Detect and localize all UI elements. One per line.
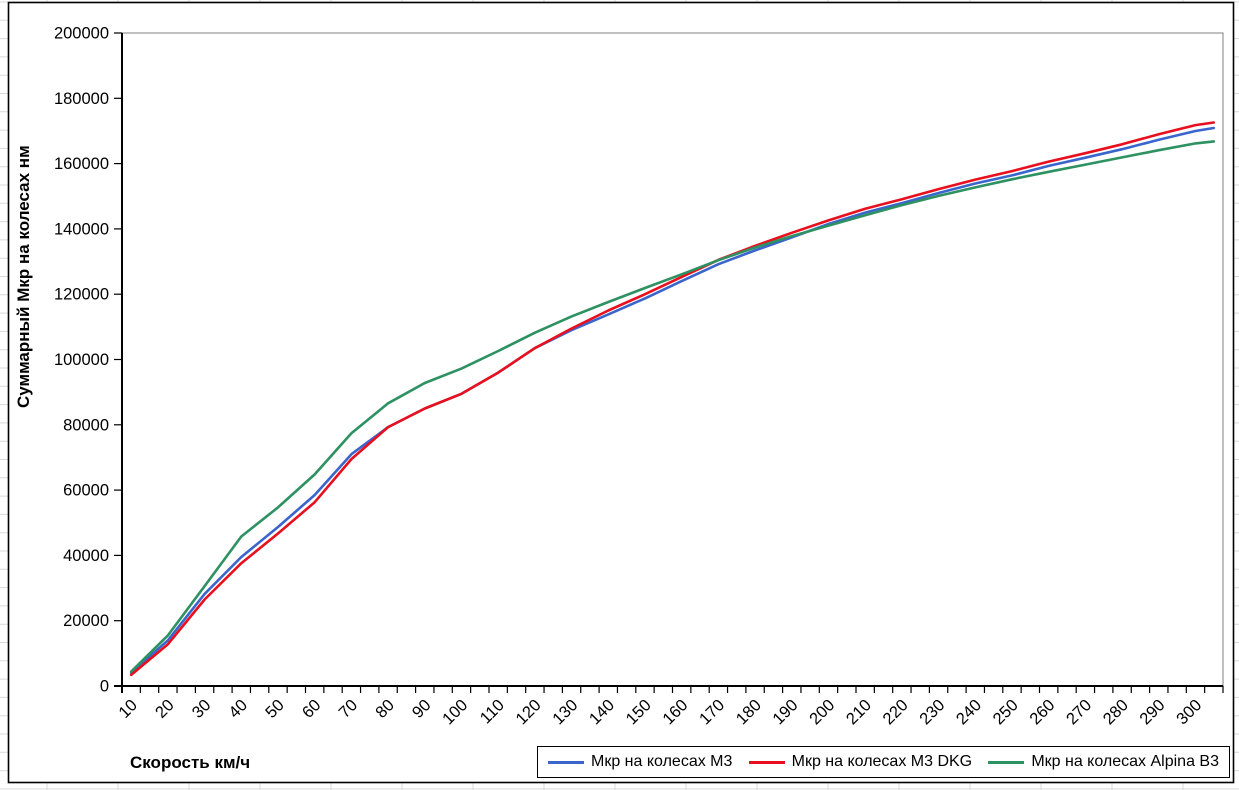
legend-entry-2: Мкр на колесах Alpina B3 [988, 753, 1219, 771]
y-tick-label: 80000 [63, 416, 109, 434]
x-axis-title: Скорость км/ч [130, 753, 251, 772]
y-tick-label: 120000 [54, 286, 109, 304]
y-tick-label: 180000 [54, 90, 109, 108]
legend-label: Мкр на колесах Alpina B3 [1031, 753, 1219, 770]
legend-line-swatch [548, 760, 584, 764]
legend-line-swatch [988, 760, 1025, 764]
y-tick-label: 200000 [54, 25, 109, 43]
series-line-1 [129, 121, 1216, 677]
y-tick-label: 60000 [63, 482, 109, 500]
y-tick-label: 0 [100, 678, 109, 696]
legend-label: Мкр на колесах М3 DKG [791, 753, 973, 770]
y-tick-label: 160000 [54, 155, 109, 173]
legend: Мкр на колесах М3 Мкр на колесах М3 DKG Мк… [537, 746, 1230, 778]
y-tick-label: 20000 [63, 612, 109, 630]
legend-line-swatch [748, 760, 785, 764]
series-line-2 [129, 140, 1216, 673]
y-tick-label: 140000 [54, 220, 109, 238]
chart-frame [7, 1, 1235, 784]
legend-label: Мкр на колесах М3 [591, 753, 733, 770]
y-tick-label: 100000 [54, 351, 109, 369]
legend-entry-0: Мкр на колесах М3 [548, 753, 732, 771]
y-tick-label: 40000 [63, 547, 109, 565]
series-line-0 [129, 126, 1216, 675]
y-axis-title: Суммарный Мкр на колесах нм [14, 145, 33, 408]
legend-entry-1: Мкр на колесах М3 DKG [748, 753, 973, 771]
